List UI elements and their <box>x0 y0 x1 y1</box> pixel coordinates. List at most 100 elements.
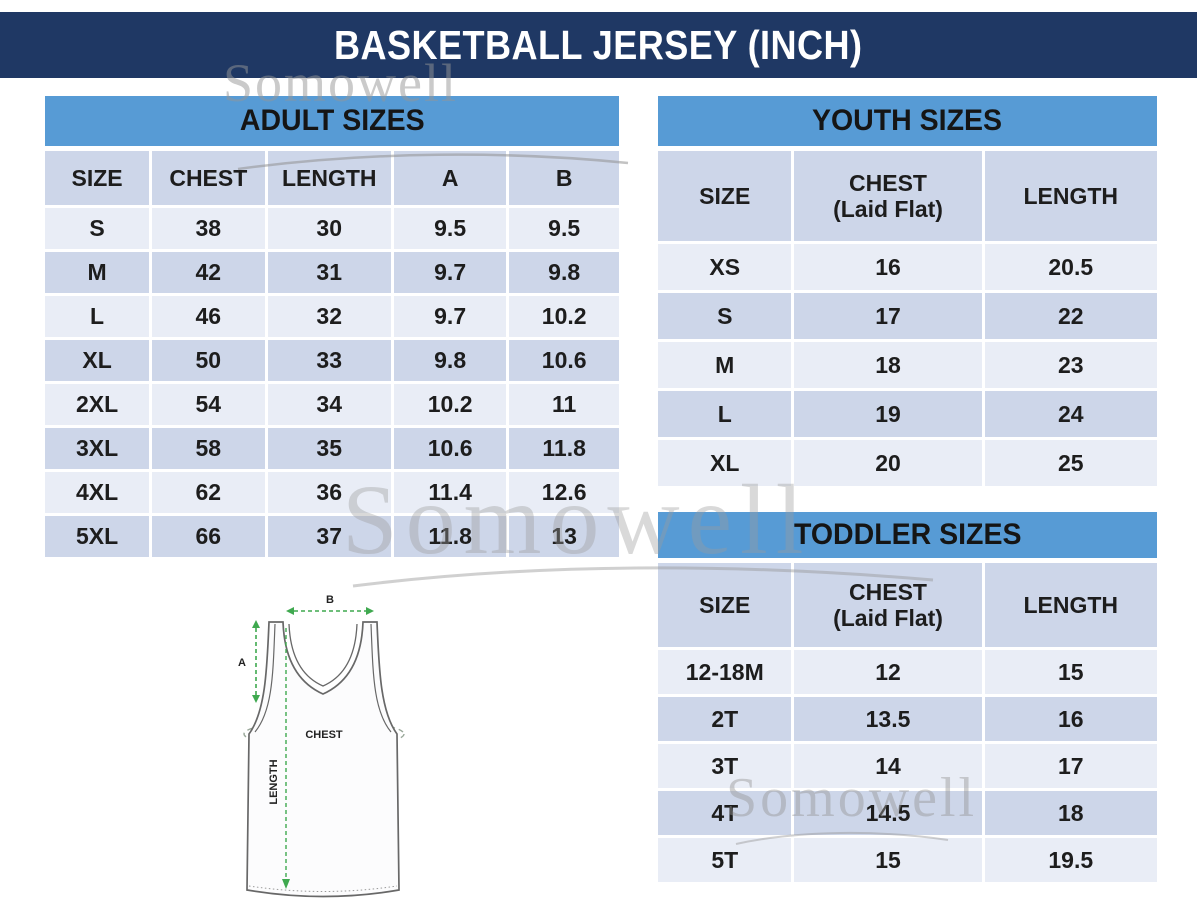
jersey-outline <box>246 621 400 898</box>
a-arrowhead-top <box>252 620 260 628</box>
left-armhole-ribbing <box>254 623 276 733</box>
adult-col-header: SIZE <box>45 151 150 205</box>
chest-label: CHEST <box>305 729 343 741</box>
adult-value-cell: 10.2 <box>509 296 619 337</box>
adult-value-cell: 9.5 <box>509 208 619 249</box>
adult-value-cell: 12.6 <box>509 472 619 513</box>
toddler-value-cell: 15 <box>984 650 1157 694</box>
adult-col-header: CHEST <box>152 151 265 205</box>
youth-row-4: XL 20 25 <box>658 440 1157 486</box>
toddler-value-cell: 13.5 <box>794 697 982 741</box>
adult-sizes-title-band: ADULT SIZES <box>45 96 619 146</box>
adult-value-cell: 35 <box>267 428 391 469</box>
youth-size-cell: S <box>658 293 792 339</box>
adult-value-cell: 33 <box>267 340 391 381</box>
youth-column-header-row: SIZE CHEST (Laid Flat) LENGTH <box>658 151 1157 241</box>
adult-sizes-panel: ADULT SIZES SIZE CHEST LENGTH A B S 38 30 9.5 9.5… <box>42 96 622 560</box>
toddler-row-0: 12-18M 12 15 <box>658 650 1157 694</box>
youth-value-cell: 18 <box>794 342 982 388</box>
youth-row-1: S 17 22 <box>658 293 1157 339</box>
adult-value-cell: 37 <box>267 516 391 557</box>
adult-value-cell: 10.6 <box>393 428 507 469</box>
adult-value-cell: 62 <box>152 472 265 513</box>
toddler-size-cell: 5T <box>658 838 792 882</box>
adult-size-cell: 3XL <box>45 428 150 469</box>
youth-col-header: LENGTH <box>984 151 1157 241</box>
youth-sizes-table: SIZE CHEST (Laid Flat) LENGTH XS 16 20.5 S 17 22… <box>655 148 1160 489</box>
toddler-sizes-title: TODDLER SIZES <box>793 518 1022 551</box>
toddler-value-cell: 15 <box>794 838 982 882</box>
adult-sizes-title: ADULT SIZES <box>239 104 425 137</box>
adult-row-6: 4XL 62 36 11.4 12.6 <box>45 472 619 513</box>
b-arrowhead-right <box>366 607 374 615</box>
toddler-sizes-title-band: TODDLER SIZES <box>658 512 1157 558</box>
adult-value-cell: 32 <box>267 296 391 337</box>
youth-sizes-panel: YOUTH SIZES SIZE CHEST (Laid Flat) LENGTH X… <box>655 96 1160 489</box>
toddler-size-cell: 3T <box>658 744 792 788</box>
youth-size-cell: XS <box>658 244 792 290</box>
youth-value-cell: 23 <box>984 342 1157 388</box>
youth-row-0: XS 16 20.5 <box>658 244 1157 290</box>
toddler-sizes-table: SIZE CHEST (Laid Flat) LENGTH 12-18M 12 15 2T 1… <box>655 560 1160 885</box>
adult-row-0: S 38 30 9.5 9.5 <box>45 208 619 249</box>
adult-value-cell: 10.2 <box>393 384 507 425</box>
title-bar: BASKETBALL JERSEY (INCH) <box>0 12 1197 78</box>
toddler-column-header-row: SIZE CHEST (Laid Flat) LENGTH <box>658 563 1157 647</box>
adult-size-cell: L <box>45 296 150 337</box>
toddler-size-cell: 2T <box>658 697 792 741</box>
length-label: LENGTH <box>268 759 280 804</box>
adult-value-cell: 38 <box>152 208 265 249</box>
adult-value-cell: 9.7 <box>393 252 507 293</box>
adult-row-4: 2XL 54 34 10.2 11 <box>45 384 619 425</box>
youth-sizes-title-band: YOUTH SIZES <box>658 96 1157 146</box>
youth-value-cell: 17 <box>794 293 982 339</box>
toddler-col-header: LENGTH <box>984 563 1157 647</box>
toddler-value-cell: 14.5 <box>794 791 982 835</box>
adult-row-5: 3XL 58 35 10.6 11.8 <box>45 428 619 469</box>
adult-value-cell: 42 <box>152 252 265 293</box>
adult-column-header-row: SIZE CHEST LENGTH A B <box>45 151 619 205</box>
adult-value-cell: 9.8 <box>509 252 619 293</box>
youth-row-2: M 18 23 <box>658 342 1157 388</box>
toddler-col-header: SIZE <box>658 563 792 647</box>
adult-value-cell: 66 <box>152 516 265 557</box>
length-arrowhead <box>282 879 290 889</box>
adult-col-header: LENGTH <box>267 151 391 205</box>
adult-size-cell: XL <box>45 340 150 381</box>
adult-sizes-table: SIZE CHEST LENGTH A B S 38 30 9.5 9.5 M 42 31 9.7 9.8 L… <box>42 148 622 560</box>
toddler-row-2: 3T 14 17 <box>658 744 1157 788</box>
youth-value-cell: 19 <box>794 391 982 437</box>
youth-sizes-title: YOUTH SIZES <box>812 104 1003 137</box>
adult-value-cell: 9.5 <box>393 208 507 249</box>
adult-row-2: L 46 32 9.7 10.2 <box>45 296 619 337</box>
toddler-value-cell: 16 <box>984 697 1157 741</box>
youth-size-cell: M <box>658 342 792 388</box>
adult-value-cell: 31 <box>267 252 391 293</box>
jersey-diagram-svg: B A LENGTH CHEST <box>238 594 405 898</box>
hem-stitch-line <box>248 885 398 892</box>
adult-value-cell: 9.8 <box>393 340 507 381</box>
adult-value-cell: 11.8 <box>509 428 619 469</box>
adult-value-cell: 34 <box>267 384 391 425</box>
adult-value-cell: 13 <box>509 516 619 557</box>
adult-row-7: 5XL 66 37 11.8 13 <box>45 516 619 557</box>
toddler-value-cell: 12 <box>794 650 982 694</box>
adult-value-cell: 9.7 <box>393 296 507 337</box>
youth-col-header: SIZE <box>658 151 792 241</box>
adult-value-cell: 46 <box>152 296 265 337</box>
toddler-row-1: 2T 13.5 16 <box>658 697 1157 741</box>
adult-col-header: B <box>509 151 619 205</box>
jersey-measurement-diagram: B A LENGTH CHEST <box>233 592 418 904</box>
adult-value-cell: 58 <box>152 428 265 469</box>
adult-value-cell: 50 <box>152 340 265 381</box>
adult-row-3: XL 50 33 9.8 10.6 <box>45 340 619 381</box>
adult-value-cell: 11 <box>509 384 619 425</box>
toddler-row-4: 5T 15 19.5 <box>658 838 1157 882</box>
toddler-row-3: 4T 14.5 18 <box>658 791 1157 835</box>
adult-value-cell: 30 <box>267 208 391 249</box>
youth-value-cell: 20.5 <box>984 244 1157 290</box>
youth-col-header: CHEST (Laid Flat) <box>794 151 982 241</box>
toddler-value-cell: 14 <box>794 744 982 788</box>
youth-size-cell: L <box>658 391 792 437</box>
toddler-size-cell: 12-18M <box>658 650 792 694</box>
